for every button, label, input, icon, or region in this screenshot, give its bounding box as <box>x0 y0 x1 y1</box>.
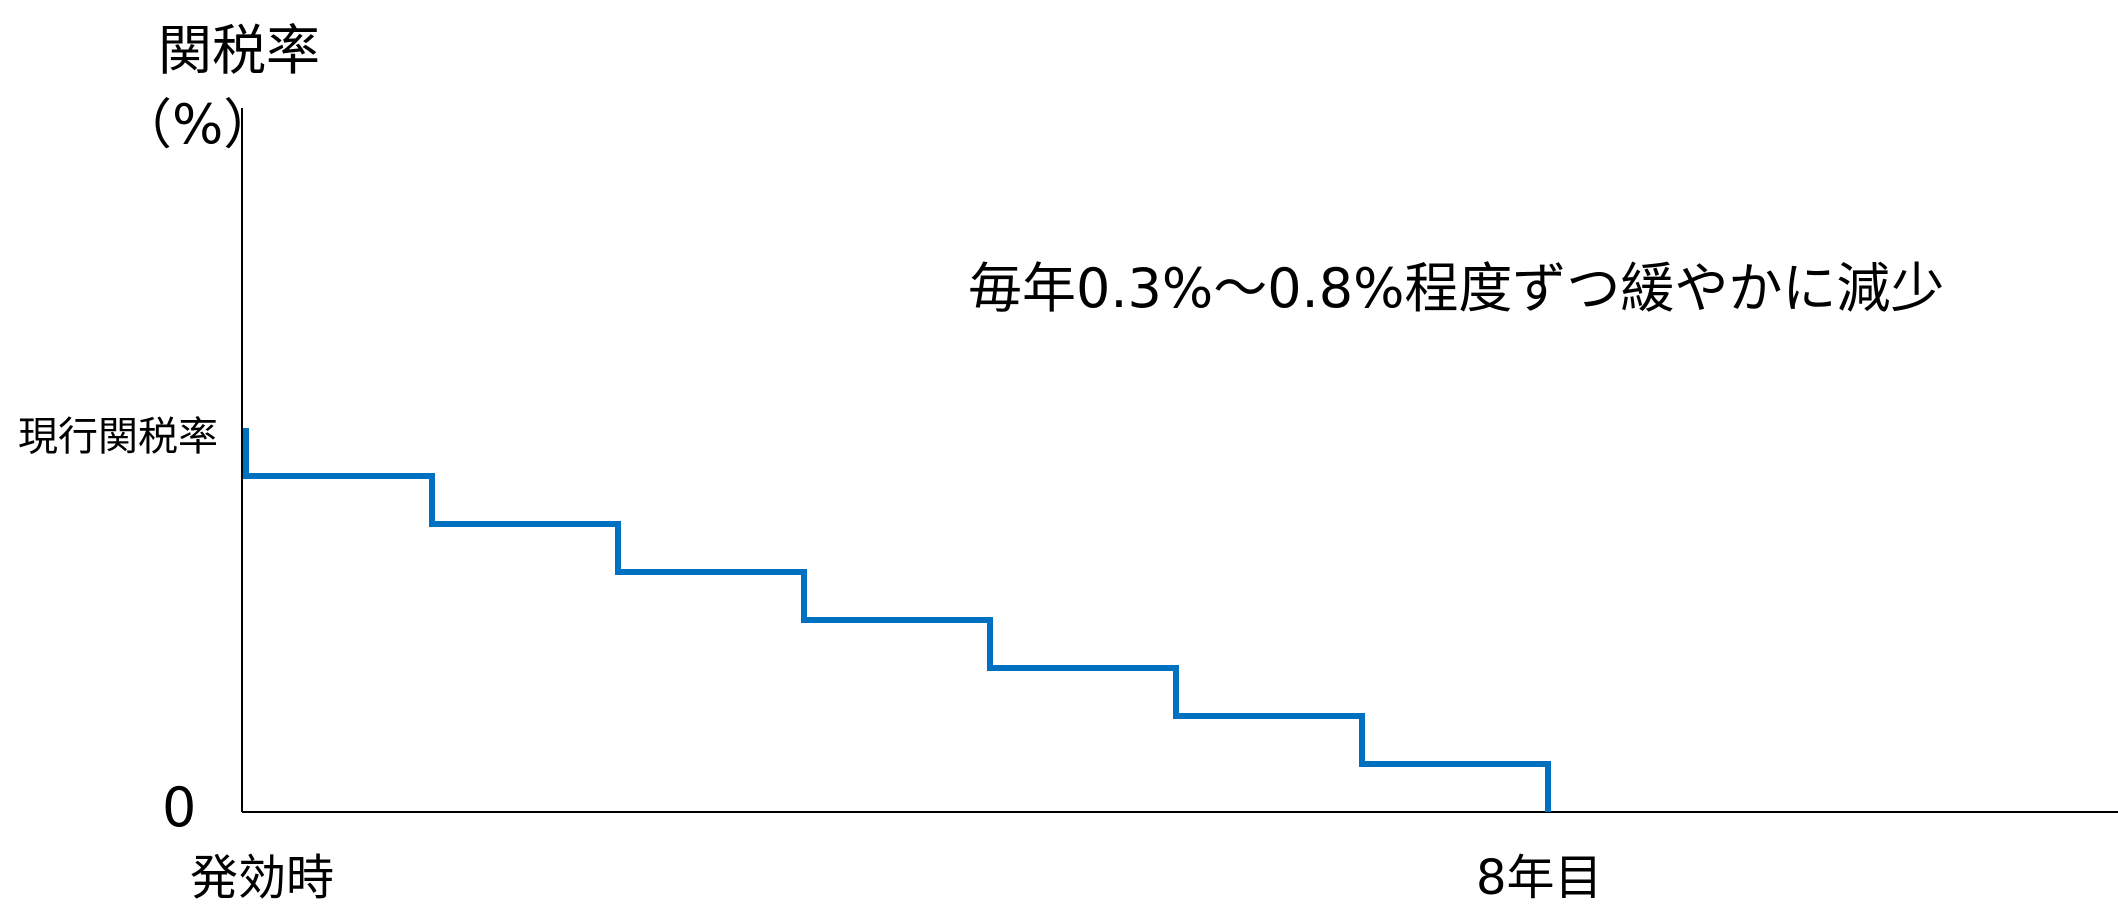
tariff-step-line <box>243 428 1551 812</box>
y-axis-label-title: 関税率 <box>158 19 320 82</box>
y-tick-zero: 0 <box>162 776 197 839</box>
x-tick-end: 8年目 <box>1476 850 1603 906</box>
y-tick-current-rate: 現行関税率 <box>18 414 218 460</box>
y-axis-label-unit: （%） <box>118 93 278 156</box>
x-tick-start: 発効時 <box>190 850 335 906</box>
chart-annotation: 毎年0.3%～0.8%程度ずつ緩やかに減少 <box>968 257 1945 320</box>
